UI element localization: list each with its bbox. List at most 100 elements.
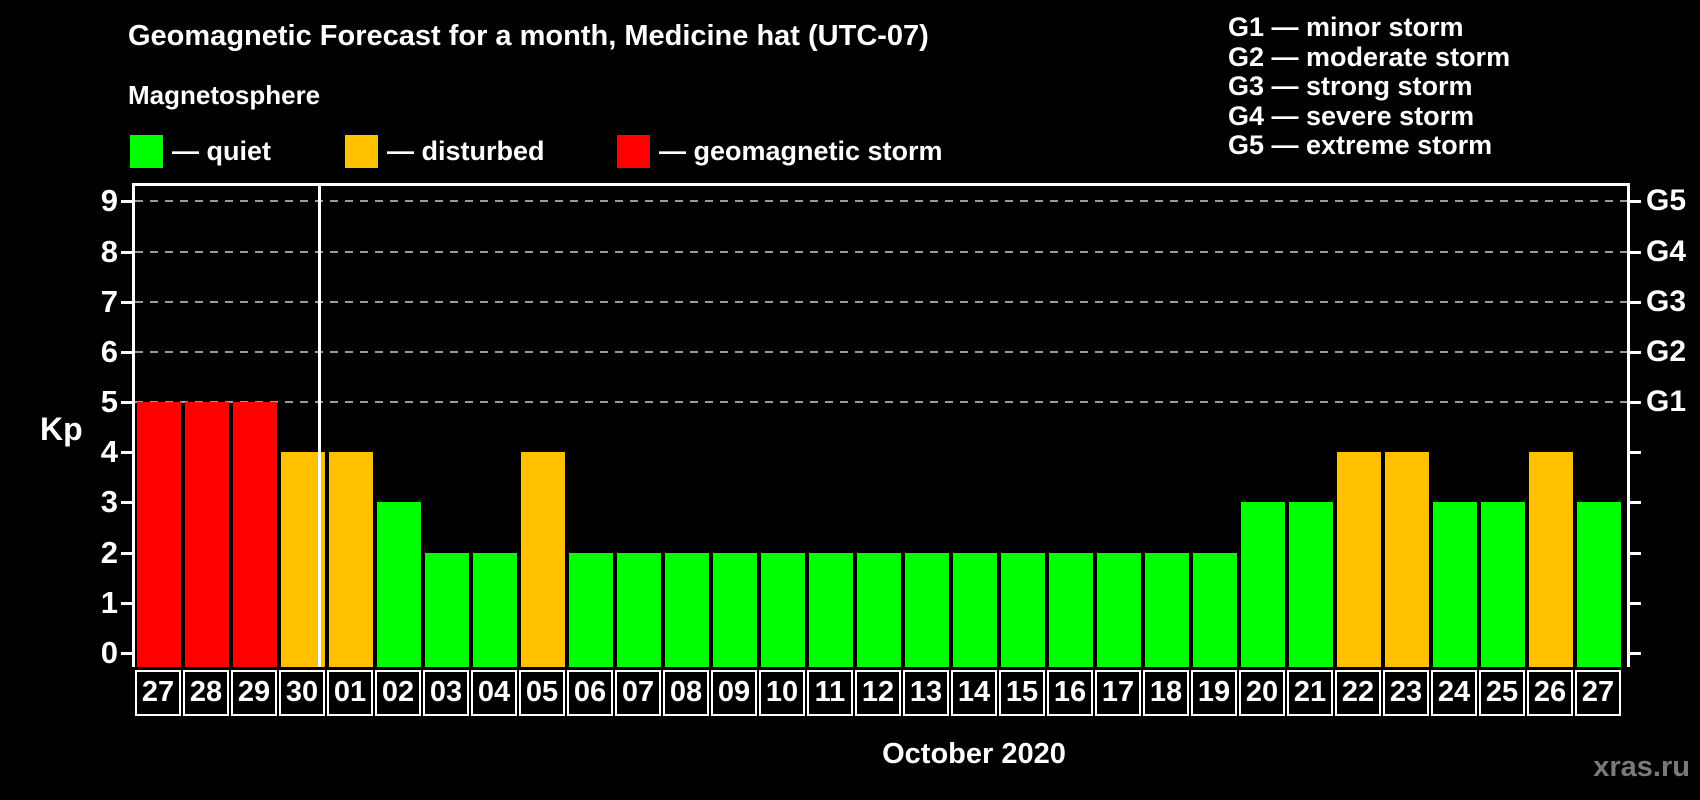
storm-color-swatch: [617, 134, 650, 168]
bar-day-16: [1049, 552, 1093, 667]
left-tick-4: [121, 451, 132, 455]
left-tick-1: [121, 601, 132, 605]
day-label-30: 30: [279, 670, 325, 716]
day-label-15: 15: [999, 670, 1045, 716]
g-scale-label-g5: G5: [1646, 184, 1687, 218]
day-label-19: 19: [1191, 670, 1237, 716]
gridline-kp8: [135, 250, 1627, 253]
bar-day-25: [1481, 502, 1525, 667]
day-label-27: 27: [1575, 670, 1621, 716]
bar-day-09: [713, 552, 757, 667]
day-label-23: 23: [1383, 670, 1429, 716]
bar-day-02: [377, 502, 421, 667]
day-label-20: 20: [1239, 670, 1285, 716]
left-tick-6: [121, 350, 132, 354]
storm-scale-g1: G1 — minor storm: [1228, 12, 1464, 42]
legend-item-storm: — geomagnetic storm: [617, 134, 943, 168]
ytick-label-5: 5: [100, 384, 118, 420]
month-divider-line: [318, 183, 321, 667]
ytick-label-1: 1: [100, 584, 118, 620]
ytick-label-4: 4: [100, 434, 118, 470]
right-tick-1: [1630, 601, 1641, 605]
day-label-09: 09: [711, 670, 757, 716]
day-label-03: 03: [423, 670, 469, 716]
left-tick-9: [121, 200, 132, 204]
ytick-label-2: 2: [100, 534, 118, 570]
left-tick-0: [121, 652, 132, 655]
bar-day-04: [473, 552, 517, 667]
bar-day-12: [857, 552, 901, 667]
ytick-label-6: 6: [100, 333, 118, 369]
right-tick-8: [1630, 250, 1641, 254]
bar-day-03: [425, 552, 469, 667]
bar-day-05: [521, 452, 565, 667]
bar-day-06: [569, 552, 613, 667]
bar-day-21: [1289, 502, 1333, 667]
bar-day-15: [1001, 552, 1045, 667]
ytick-label-0: 0: [100, 635, 118, 670]
ytick-label-3: 3: [100, 484, 118, 520]
bar-day-19: [1193, 552, 1237, 667]
ytick-label-9: 9: [100, 183, 118, 219]
right-tick-2: [1630, 551, 1641, 555]
storm-scale-g2: G2 — moderate storm: [1228, 41, 1511, 72]
storm-scale-g3: G3 — strong storm: [1228, 71, 1473, 101]
bar-day-01: [329, 452, 373, 667]
gridline-kp5: [135, 401, 1627, 404]
day-label-14: 14: [951, 670, 997, 716]
g-scale-label-g1: G1: [1646, 385, 1687, 419]
plot-frame-left: [132, 183, 135, 667]
left-tick-7: [121, 300, 132, 304]
day-label-04: 04: [471, 670, 517, 716]
bar-day-28: [185, 402, 229, 667]
bar-day-17: [1097, 552, 1141, 667]
kp-axis-label: Kp: [40, 411, 83, 447]
bar-day-07: [617, 552, 661, 667]
day-label-01: 01: [327, 670, 373, 716]
bar-day-08: [665, 552, 709, 667]
day-label-26: 26: [1527, 670, 1573, 716]
storm-scale-g5: G5 — extreme storm: [1228, 130, 1493, 160]
day-label-13: 13: [903, 670, 949, 716]
month-label: October 2020: [882, 738, 1066, 770]
bar-day-26: [1529, 452, 1573, 667]
left-tick-3: [121, 501, 132, 505]
storm-scale-g4: G4 — severe storm: [1228, 100, 1475, 131]
g-scale-label-g4: G4: [1646, 234, 1687, 268]
gridline-kp7: [135, 300, 1627, 303]
right-tick-5: [1630, 401, 1641, 405]
chart-title: Geomagnetic Forecast for a month, Medici…: [128, 20, 929, 52]
right-tick-6: [1630, 350, 1641, 354]
bar-day-30: [281, 452, 325, 667]
left-tick-2: [121, 551, 132, 555]
bar-day-29: [233, 402, 277, 667]
bar-day-20: [1241, 502, 1285, 667]
day-label-18: 18: [1143, 670, 1189, 716]
bar-day-27: [1577, 502, 1621, 667]
legend-label-quiet: — quiet: [172, 135, 271, 166]
left-tick-8: [121, 250, 132, 254]
bar-day-10: [761, 552, 805, 667]
right-tick-3: [1630, 501, 1641, 505]
bar-day-23: [1385, 452, 1429, 667]
storm-scale-legend: G1 — minor storm G2 — moderate storm G3 …: [1228, 12, 1511, 161]
legend-item-quiet: — quiet: [130, 134, 271, 168]
disturbed-color-swatch: [345, 134, 378, 168]
day-label-22: 22: [1335, 670, 1381, 716]
watermark: xras.ru: [1593, 751, 1690, 783]
gridline-kp6: [135, 350, 1627, 353]
day-label-16: 16: [1047, 670, 1093, 716]
day-label-07: 07: [615, 670, 661, 716]
g-scale-label-g2: G2: [1646, 334, 1687, 368]
bar-day-27: [137, 402, 181, 667]
right-tick-7: [1630, 300, 1641, 304]
day-label-17: 17: [1095, 670, 1141, 716]
day-label-25: 25: [1479, 670, 1525, 716]
plot-frame-right: [1627, 183, 1630, 667]
ytick-label-7: 7: [100, 283, 118, 319]
day-label-11: 11: [807, 670, 853, 716]
day-label-10: 10: [759, 670, 805, 716]
day-label-27: 27: [135, 670, 181, 716]
day-label-12: 12: [855, 670, 901, 716]
